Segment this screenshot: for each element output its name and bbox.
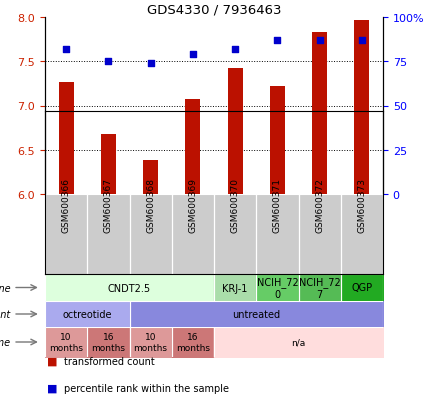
Text: octreotide: octreotide (62, 309, 112, 319)
Point (316, 38, 323, 44)
Bar (312, 33, 327, 195)
Point (147, 61, 154, 67)
Text: GSM600366: GSM600366 (62, 178, 71, 233)
Text: GSM600370: GSM600370 (231, 178, 240, 233)
Text: QGP: QGP (351, 283, 372, 293)
Text: CNDT2.5: CNDT2.5 (108, 283, 151, 293)
Text: agent: agent (0, 309, 11, 319)
Text: GSM600369: GSM600369 (188, 178, 197, 233)
Text: transformed count: transformed count (64, 356, 155, 366)
Text: 10
months: 10 months (49, 332, 83, 352)
Bar (354, 21, 369, 195)
Bar (185, 100, 200, 195)
Point (105, 59, 112, 65)
Point (274, 38, 281, 44)
Text: cell line: cell line (0, 283, 11, 293)
Text: GSM600367: GSM600367 (104, 178, 113, 233)
Text: GSM600371: GSM600371 (273, 178, 282, 233)
Text: ■: ■ (47, 383, 58, 393)
Title: GDS4330 / 7936463: GDS4330 / 7936463 (147, 4, 281, 17)
Text: percentile rank within the sample: percentile rank within the sample (64, 383, 229, 393)
Bar (59, 83, 74, 195)
Text: GSM600368: GSM600368 (146, 178, 155, 233)
Text: ■: ■ (47, 356, 58, 366)
Point (232, 46, 238, 53)
Bar (228, 69, 243, 195)
Point (358, 38, 365, 44)
Text: time: time (0, 337, 11, 347)
Text: 10
months: 10 months (133, 332, 167, 352)
Text: 16
months: 16 months (91, 332, 125, 352)
Bar (101, 135, 116, 195)
Bar (270, 87, 285, 195)
Text: n/a: n/a (292, 338, 306, 347)
Text: GSM600372: GSM600372 (315, 178, 324, 233)
Text: 16
months: 16 months (176, 332, 210, 352)
Point (190, 52, 196, 58)
Text: NCIH_72
0: NCIH_72 0 (257, 277, 298, 299)
Text: NCIH_72
7: NCIH_72 7 (299, 277, 340, 299)
Text: GSM600373: GSM600373 (357, 178, 366, 233)
Point (63, 46, 70, 53)
Text: untreated: untreated (232, 309, 280, 319)
Text: KRJ-1: KRJ-1 (222, 283, 248, 293)
Bar (143, 161, 158, 195)
